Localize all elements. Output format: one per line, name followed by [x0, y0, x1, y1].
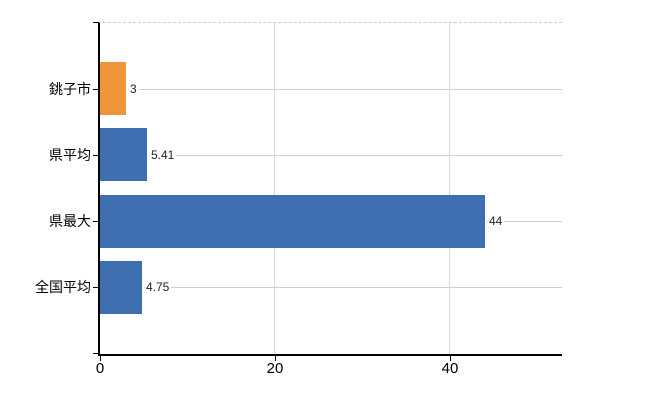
y-axis-tick	[93, 89, 98, 90]
bar	[100, 128, 147, 181]
category-label: 県最大	[49, 213, 91, 229]
x-axis-tick	[275, 356, 276, 361]
row-guide-line	[149, 155, 562, 156]
y-axis-tick	[93, 155, 98, 156]
x-tick-label: 40	[441, 360, 459, 377]
x-tick-label: 20	[266, 360, 284, 377]
row-guide-line	[487, 221, 562, 222]
x-axis-tick	[100, 356, 101, 361]
y-axis-tick	[93, 287, 98, 288]
gridline-x-40	[449, 23, 450, 354]
bar	[100, 261, 142, 314]
y-axis-bottom-tick	[93, 353, 98, 354]
x-axis-tick	[450, 356, 451, 361]
bar	[100, 62, 126, 115]
bar-value-label: 3	[129, 81, 139, 97]
row-guide-line	[143, 287, 562, 288]
plot-area: 3 5.41 44 4.75	[98, 22, 562, 356]
category-label: 全国平均	[35, 279, 91, 295]
bar	[100, 195, 485, 248]
bar-value-label: 5.41	[150, 147, 177, 163]
gridline-x-20	[274, 23, 275, 354]
category-label: 県平均	[49, 147, 91, 163]
bar-value-label: 4.75	[145, 279, 172, 295]
category-label: 銚子市	[49, 81, 91, 97]
row-guide-line	[128, 89, 562, 90]
bar-value-label: 44	[488, 213, 505, 229]
y-axis-tick	[93, 221, 98, 222]
x-tick-label: 0	[95, 360, 105, 377]
y-axis-top-tick	[93, 22, 98, 23]
